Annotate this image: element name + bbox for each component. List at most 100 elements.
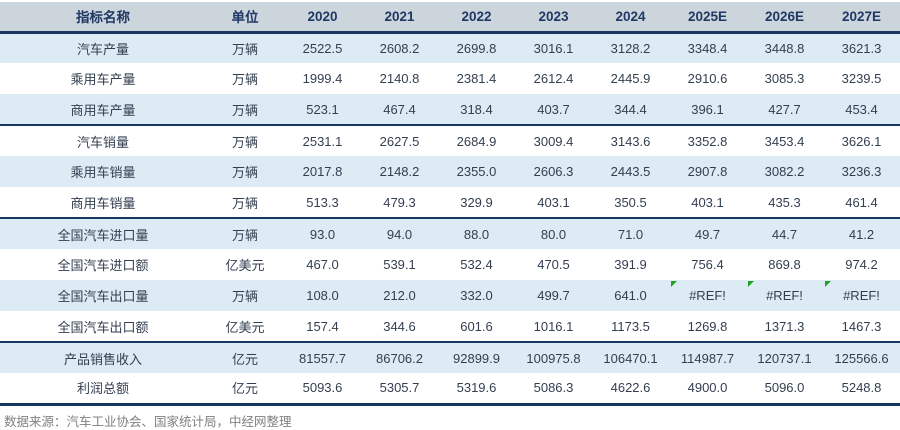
value-cell[interactable]: 86706.2 — [361, 342, 438, 373]
unit-cell[interactable]: 万辆 — [206, 32, 284, 63]
value-cell[interactable]: 344.6 — [361, 311, 438, 343]
unit-cell[interactable]: 万辆 — [206, 94, 284, 126]
value-cell[interactable]: 499.7 — [515, 280, 592, 311]
value-cell[interactable]: 100975.8 — [515, 342, 592, 373]
value-cell[interactable]: 5305.7 — [361, 373, 438, 406]
value-cell[interactable]: 3143.6 — [592, 125, 669, 156]
value-cell[interactable]: 1016.1 — [515, 311, 592, 343]
value-cell[interactable]: 3621.3 — [823, 32, 900, 63]
value-cell[interactable]: 5319.6 — [438, 373, 515, 406]
value-cell[interactable]: 80.0 — [515, 218, 592, 249]
value-cell[interactable]: 4622.6 — [592, 373, 669, 406]
value-cell[interactable]: 513.3 — [284, 187, 361, 219]
value-cell[interactable]: 88.0 — [438, 218, 515, 249]
indicator-name-cell[interactable]: 汽车销量 — [0, 125, 206, 156]
unit-cell[interactable]: 万辆 — [206, 280, 284, 311]
indicator-name-cell[interactable]: 利润总额 — [0, 373, 206, 406]
column-header-2[interactable]: 2020 — [284, 2, 361, 34]
value-cell[interactable]: 403.7 — [515, 94, 592, 126]
value-cell[interactable]: 641.0 — [592, 280, 669, 311]
value-cell[interactable]: 2140.8 — [361, 63, 438, 94]
column-header-3[interactable]: 2021 — [361, 2, 438, 34]
value-cell[interactable]: 2606.3 — [515, 156, 592, 187]
value-cell[interactable]: 318.4 — [438, 94, 515, 126]
value-cell[interactable]: 3016.1 — [515, 32, 592, 63]
value-cell[interactable]: 2907.8 — [669, 156, 746, 187]
value-cell[interactable]: 453.4 — [823, 94, 900, 126]
value-cell[interactable]: 114987.7 — [669, 342, 746, 373]
value-cell[interactable]: 869.8 — [746, 249, 823, 280]
unit-cell[interactable]: 亿元 — [206, 342, 284, 373]
value-cell[interactable]: 3085.3 — [746, 63, 823, 94]
value-cell[interactable]: 403.1 — [669, 187, 746, 219]
value-cell[interactable]: 3453.4 — [746, 125, 823, 156]
value-cell[interactable]: 974.2 — [823, 249, 900, 280]
value-cell[interactable]: 157.4 — [284, 311, 361, 343]
value-cell[interactable]: 3082.2 — [746, 156, 823, 187]
value-cell[interactable]: 5248.8 — [823, 373, 900, 406]
value-cell[interactable]: 539.1 — [361, 249, 438, 280]
value-cell[interactable]: 1467.3 — [823, 311, 900, 343]
value-cell[interactable]: 2608.2 — [361, 32, 438, 63]
value-cell[interactable]: 71.0 — [592, 218, 669, 249]
value-cell[interactable]: 92899.9 — [438, 342, 515, 373]
indicator-name-cell[interactable]: 乘用车产量 — [0, 63, 206, 94]
value-cell[interactable]: 93.0 — [284, 218, 361, 249]
column-header-9[interactable]: 2027E — [823, 2, 900, 34]
unit-cell[interactable]: 万辆 — [206, 63, 284, 94]
value-cell[interactable]: 3626.1 — [823, 125, 900, 156]
value-cell[interactable]: 2445.9 — [592, 63, 669, 94]
value-cell[interactable]: 4900.0 — [669, 373, 746, 406]
column-header-1[interactable]: 单位 — [206, 2, 284, 34]
value-cell[interactable]: 2684.9 — [438, 125, 515, 156]
value-cell[interactable]: 3239.5 — [823, 63, 900, 94]
value-cell[interactable]: 523.1 — [284, 94, 361, 126]
value-cell[interactable]: 5086.3 — [515, 373, 592, 406]
value-cell[interactable]: 2522.5 — [284, 32, 361, 63]
value-cell[interactable]: 396.1 — [669, 94, 746, 126]
value-cell[interactable]: 1999.4 — [284, 63, 361, 94]
value-cell[interactable]: 467.0 — [284, 249, 361, 280]
value-cell[interactable]: 470.5 — [515, 249, 592, 280]
unit-cell[interactable]: 万辆 — [206, 218, 284, 249]
indicator-name-cell[interactable]: 商用车产量 — [0, 94, 206, 126]
value-cell[interactable]: 1173.5 — [592, 311, 669, 343]
value-cell[interactable]: 81557.7 — [284, 342, 361, 373]
value-cell[interactable]: 532.4 — [438, 249, 515, 280]
value-cell[interactable]: 350.5 — [592, 187, 669, 219]
indicator-name-cell[interactable]: 全国汽车出口量 — [0, 280, 206, 311]
value-cell[interactable]: 756.4 — [669, 249, 746, 280]
value-cell[interactable]: 49.7 — [669, 218, 746, 249]
value-cell[interactable]: 3128.2 — [592, 32, 669, 63]
value-cell[interactable]: 403.1 — [515, 187, 592, 219]
value-cell[interactable]: 479.3 — [361, 187, 438, 219]
column-header-0[interactable]: 指标名称 — [0, 2, 206, 34]
value-cell[interactable]: 329.9 — [438, 187, 515, 219]
value-cell[interactable]: 5093.6 — [284, 373, 361, 406]
value-cell[interactable]: 461.4 — [823, 187, 900, 219]
value-cell[interactable]: 125566.6 — [823, 342, 900, 373]
value-cell[interactable]: 2355.0 — [438, 156, 515, 187]
value-cell[interactable]: 601.6 — [438, 311, 515, 343]
value-cell[interactable]: 3348.4 — [669, 32, 746, 63]
value-cell[interactable]: 2017.8 — [284, 156, 361, 187]
value-cell[interactable]: #REF! — [823, 280, 900, 311]
column-header-5[interactable]: 2023 — [515, 2, 592, 34]
value-cell[interactable]: 467.4 — [361, 94, 438, 126]
value-cell[interactable]: 391.9 — [592, 249, 669, 280]
value-cell[interactable]: 2381.4 — [438, 63, 515, 94]
value-cell[interactable]: 1371.3 — [746, 311, 823, 343]
value-cell[interactable]: 3236.3 — [823, 156, 900, 187]
value-cell[interactable]: 212.0 — [361, 280, 438, 311]
value-cell[interactable]: 3352.8 — [669, 125, 746, 156]
unit-cell[interactable]: 万辆 — [206, 156, 284, 187]
value-cell[interactable]: 2699.8 — [438, 32, 515, 63]
indicator-name-cell[interactable]: 商用车销量 — [0, 187, 206, 219]
column-header-7[interactable]: 2025E — [669, 2, 746, 34]
value-cell[interactable]: 2627.5 — [361, 125, 438, 156]
value-cell[interactable]: 106470.1 — [592, 342, 669, 373]
unit-cell[interactable]: 万辆 — [206, 125, 284, 156]
value-cell[interactable]: 2148.2 — [361, 156, 438, 187]
value-cell[interactable]: 2612.4 — [515, 63, 592, 94]
value-cell[interactable]: 41.2 — [823, 218, 900, 249]
